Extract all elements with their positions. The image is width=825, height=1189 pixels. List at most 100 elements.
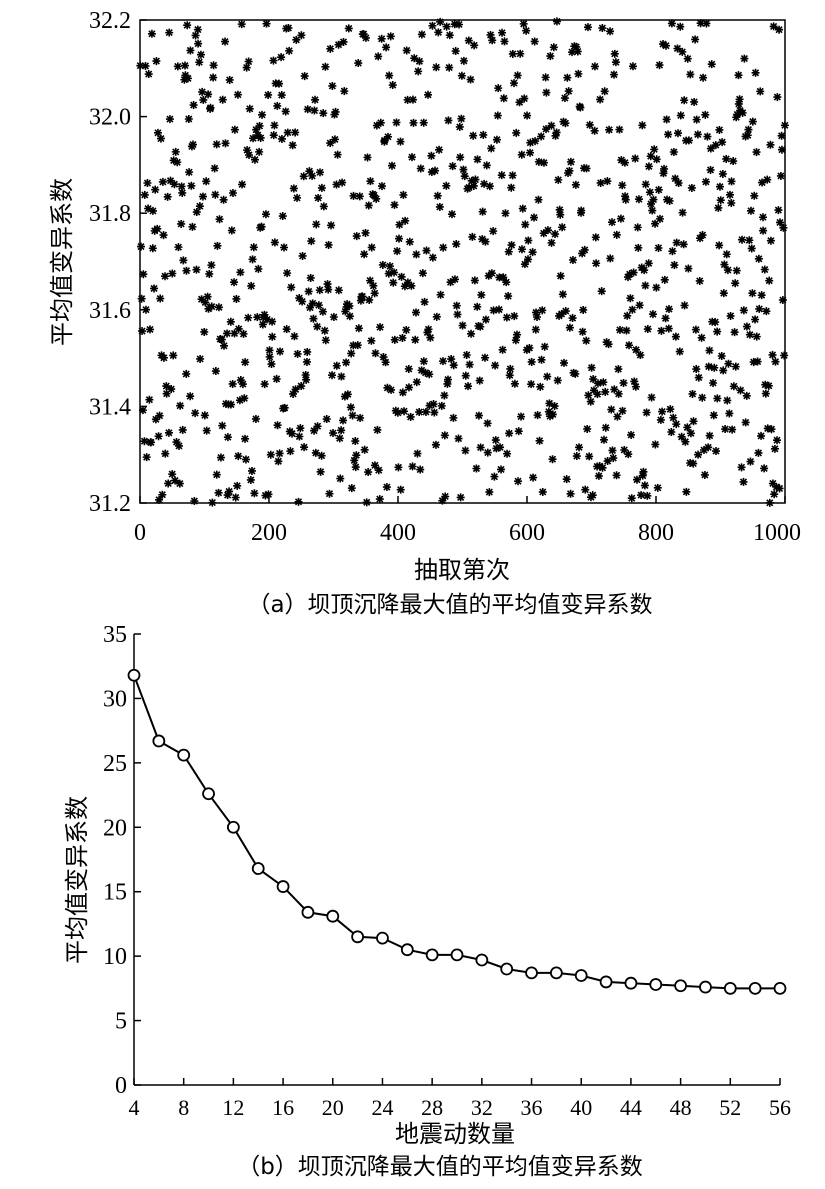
- chart-a-point: [445, 31, 454, 40]
- chart-a-point: [617, 156, 626, 165]
- chart-a-point: [211, 367, 220, 376]
- chart-a-point: [214, 488, 223, 497]
- chart-a-point: [577, 206, 586, 215]
- chart-a-point: [355, 192, 364, 201]
- chart-a-point: [581, 485, 590, 494]
- chart-a-point: [683, 54, 692, 63]
- chart-a-point: [167, 385, 176, 394]
- chart-a-point: [611, 58, 620, 67]
- chart-a-point: [422, 246, 431, 255]
- chart-a-point: [765, 276, 774, 285]
- chart-a-point: [591, 233, 600, 242]
- chart-a-point: [218, 95, 227, 104]
- chart-a-point: [698, 231, 707, 240]
- chart-a-point: [383, 132, 392, 141]
- chart-a-point: [575, 443, 584, 452]
- chart-a-point: [770, 444, 779, 453]
- chart-a-point: [151, 185, 160, 194]
- chart-a-point: [169, 351, 178, 360]
- chart-a-point: [401, 216, 410, 225]
- chart-a-point: [396, 485, 405, 494]
- chart-a-point: [362, 498, 371, 507]
- chart-a-point: [675, 347, 684, 356]
- chart-b-x-tick-label: 52: [719, 1095, 741, 1120]
- chart-a-point: [182, 369, 191, 378]
- chart-a-point: [590, 62, 599, 71]
- chart-a-point: [196, 50, 205, 59]
- chart-b-x-tick-label: 28: [421, 1095, 443, 1120]
- chart-a-point: [417, 30, 426, 39]
- chart-a-point: [494, 84, 503, 93]
- chart-a-point: [552, 128, 561, 137]
- chart-b-point: [649, 978, 663, 991]
- chart-a-y-ticks: 31.2 31.4 31.6 31.8 32.0 32.2: [89, 8, 147, 517]
- chart-a-point: [594, 471, 603, 480]
- chart-a-point: [180, 75, 189, 84]
- chart-a-point: [402, 325, 411, 334]
- chart-a-point: [748, 289, 757, 298]
- chart-a-point: [636, 351, 645, 360]
- chart-a-point: [261, 210, 270, 219]
- chart-b-x-tick-label: 44: [620, 1095, 642, 1120]
- chart-a-point: [638, 121, 647, 130]
- chart-a-point: [547, 121, 556, 130]
- chart-a-point: [512, 330, 521, 339]
- chart-a-point: [281, 107, 290, 116]
- chart-a-point: [347, 484, 356, 493]
- chart-a-point: [289, 389, 298, 398]
- chart-a-point: [739, 477, 748, 486]
- chart-a-point: [754, 448, 763, 457]
- chart-a-point: [280, 243, 289, 252]
- chart-a-point: [345, 301, 354, 310]
- chart-a-point: [720, 260, 729, 269]
- chart-a-point: [629, 268, 638, 277]
- chart-a-point: [558, 223, 567, 232]
- chart-a-point: [531, 325, 540, 334]
- chart-a-point: [603, 177, 612, 186]
- chart-a-point: [719, 366, 728, 375]
- chart-a-point: [543, 372, 552, 381]
- chart-a-point: [465, 360, 474, 369]
- chart-a-point: [156, 134, 165, 143]
- chart-a-point: [228, 189, 237, 198]
- chart-a-point: [161, 272, 170, 281]
- chart-a-x-tick-label: 0: [134, 520, 146, 546]
- chart-a-point: [537, 355, 546, 364]
- chart-a-point: [592, 259, 601, 268]
- chart-a-point: [147, 438, 156, 447]
- chart-a-point: [354, 324, 363, 333]
- chart-a-point: [239, 329, 248, 338]
- chart-a-point: [731, 279, 740, 288]
- chart-a-point: [435, 145, 444, 154]
- chart-a-x-ticks: 0 200 400 600 800 1000: [134, 496, 801, 546]
- chart-a-point: [676, 22, 685, 31]
- chart-a-point: [552, 17, 561, 26]
- chart-a-point: [664, 130, 673, 139]
- chart-a-point: [375, 495, 384, 504]
- chart-a-point: [677, 432, 686, 441]
- chart-a-point: [360, 445, 369, 454]
- chart-a-point: [640, 481, 649, 490]
- chart-a-point: [715, 182, 724, 191]
- chart-a-point: [614, 389, 623, 398]
- chart-a-point: [359, 30, 368, 39]
- chart-a-point: [236, 268, 245, 277]
- chart-a-point: [644, 259, 653, 268]
- chart-a-point: [766, 236, 775, 245]
- chart-b-x-tick-label: 24: [371, 1095, 393, 1120]
- chart-a-point: [200, 411, 209, 420]
- chart-a-point: [683, 423, 692, 432]
- chart-a-point: [304, 287, 313, 296]
- chart-a-point: [230, 278, 239, 287]
- chart-a-point: [747, 244, 756, 253]
- chart-a-point: [227, 226, 236, 235]
- chart-a-point: [712, 447, 721, 456]
- chart-a-point: [518, 204, 527, 213]
- chart-a-point: [299, 172, 308, 181]
- chart-a-point: [582, 164, 591, 173]
- chart-a-point: [590, 126, 599, 135]
- chart-a-point: [349, 341, 358, 350]
- chart-a-point: [746, 206, 755, 215]
- chart-a-point: [365, 295, 374, 304]
- chart-a-point: [654, 243, 663, 252]
